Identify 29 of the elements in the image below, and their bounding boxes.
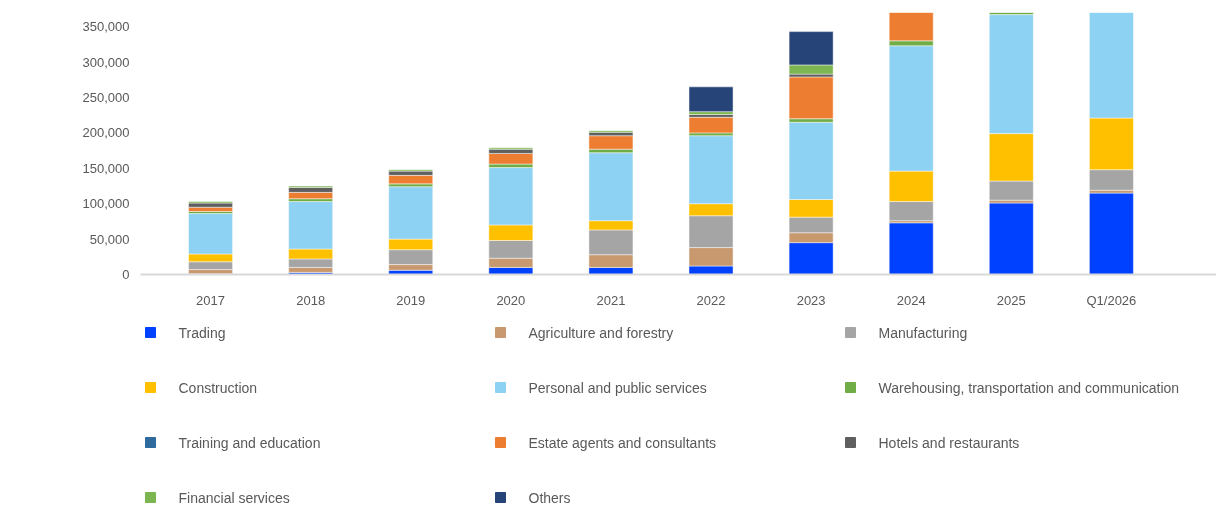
y-tick-label: 0 — [122, 267, 130, 282]
legend-label: Warehousing, transportation and communication — [878, 379, 1180, 396]
x-tick-label: 2020 — [496, 292, 526, 308]
y-tick-label: 300,000 — [82, 54, 130, 70]
y-tick-label: 100,000 — [82, 196, 130, 212]
x-tick-label: 2019 — [396, 292, 426, 308]
y-tick-label: 200,000 — [82, 125, 130, 141]
x-tick-label: 2024 — [896, 292, 926, 308]
legend-label: Manufacturing — [878, 324, 968, 341]
legend-label: Personal and public services — [528, 379, 707, 396]
legend-label: Construction — [178, 379, 258, 396]
legend-label: Financial services — [178, 489, 290, 506]
legend-label: Others — [528, 489, 571, 506]
y-tick-label: 150,000 — [82, 160, 130, 176]
x-tick-label: 2023 — [796, 292, 826, 308]
x-tick-label: 2025 — [996, 292, 1026, 308]
x-tick-label: Q1/2026 — [1086, 292, 1137, 308]
x-tick-label: 2018 — [296, 292, 326, 308]
legend-label: Agriculture and forestry — [528, 324, 674, 341]
y-tick-label: 250,000 — [82, 89, 130, 105]
legend-label: Trading — [178, 324, 226, 341]
y-tick-label: 50,000 — [89, 231, 130, 247]
x-tick-label: 2021 — [596, 292, 626, 308]
x-tick-label: 2022 — [696, 292, 726, 308]
x-tick-label: 2017 — [196, 292, 226, 308]
legend-label: Estate agents and consultants — [528, 434, 717, 451]
y-tick-label: 350,000 — [82, 19, 130, 35]
legend-label: Hotels and restaurants — [878, 434, 1020, 451]
legend-label: Training and education — [178, 434, 321, 451]
